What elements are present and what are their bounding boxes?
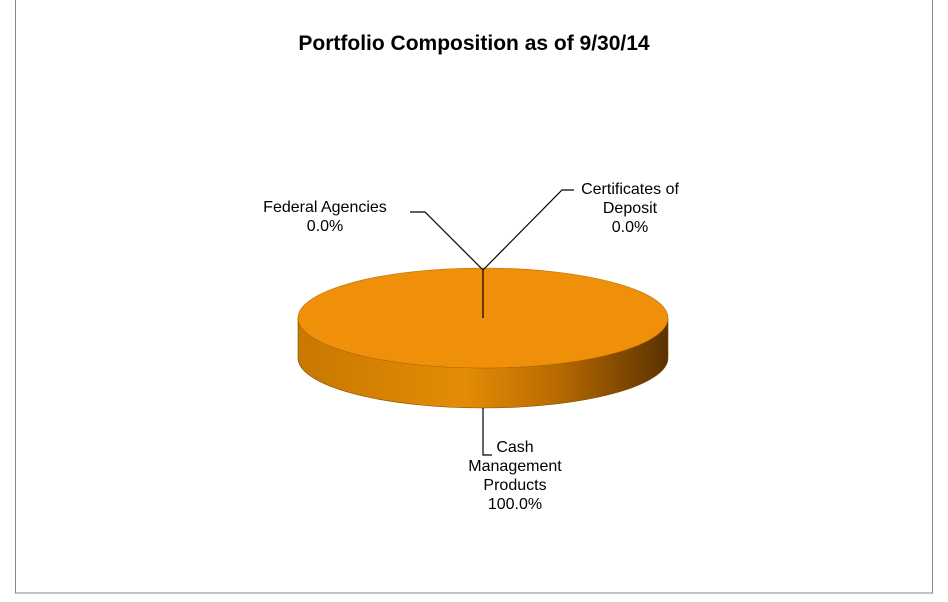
value-label: 100.0% bbox=[487, 496, 543, 513]
value-label: 0.0% bbox=[306, 218, 344, 235]
frame bbox=[15, 0, 933, 594]
leader-line bbox=[482, 189, 574, 271]
leader-lines bbox=[410, 189, 574, 456]
leader-line bbox=[410, 211, 484, 318]
leader-line bbox=[482, 408, 492, 456]
value-label: 0.0% bbox=[611, 219, 649, 236]
category-label: Federal Agencies bbox=[263, 199, 387, 216]
data-label: Certificates of Deposit 0.0% bbox=[560, 180, 700, 237]
chart-title: Portfolio Composition as of 9/30/14 bbox=[298, 32, 650, 55]
data-label: Cash Management Products 100.0% bbox=[420, 438, 610, 514]
data-label: Federal Agencies 0.0% bbox=[230, 198, 420, 236]
category-label: Cash Management Products bbox=[468, 439, 562, 494]
category-label: Certificates of Deposit bbox=[581, 181, 679, 217]
